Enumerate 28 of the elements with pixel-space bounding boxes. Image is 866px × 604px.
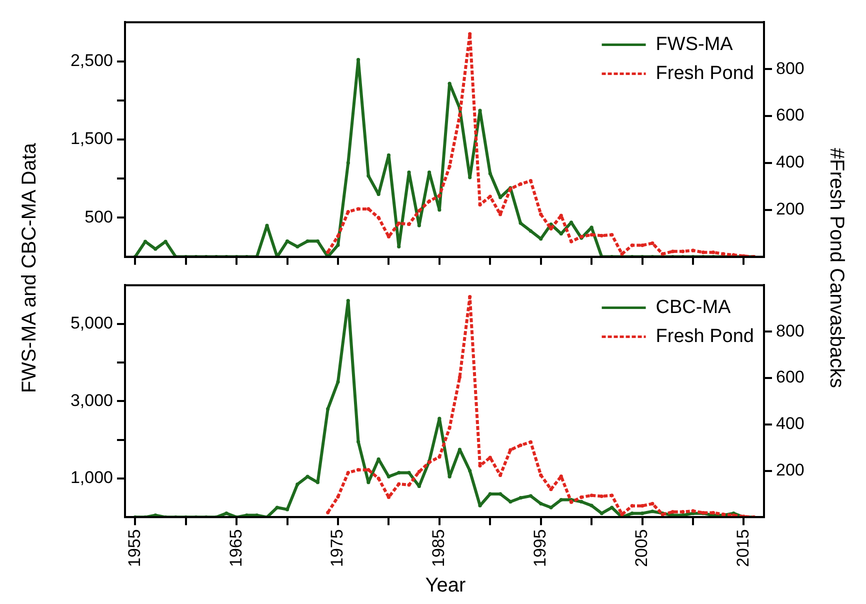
legend-label: Fresh Pond [656, 62, 754, 84]
y-tick-label: 2,500 [70, 50, 113, 70]
x-tick-label: 1985 [429, 529, 448, 568]
y2-tick-label: 800 [776, 58, 804, 78]
y-tick-label: 3,000 [70, 390, 113, 410]
x-tick-label: 2005 [632, 529, 651, 568]
x-tick-label: 1965 [226, 529, 246, 568]
legend-label: CBC-MA [656, 296, 732, 318]
x-tick-label: 1975 [328, 529, 347, 568]
y2-tick-label: 600 [776, 106, 804, 125]
y-tick-label: 1,500 [70, 129, 113, 148]
y2-tick-label: 800 [776, 321, 804, 340]
y2-tick-label: 400 [776, 152, 804, 172]
y2-tick-label: 200 [776, 460, 804, 480]
y2-axis-title: #Fresh Pond Canvasbacks [824, 148, 848, 388]
x-tick-label: 1955 [124, 529, 144, 568]
legend-label: FWS-MA [656, 34, 734, 55]
y-tick-label: 500 [84, 207, 113, 226]
y2-tick-label: 200 [776, 200, 804, 219]
y-tick-label: 5,000 [70, 314, 113, 333]
y-axis-title: FWS-MA and CBC-MA Data [18, 142, 42, 394]
x-tick-label: 1995 [530, 529, 550, 568]
y2-tick-label: 400 [776, 414, 804, 434]
x-tick-label: 2015 [733, 529, 752, 568]
legend-label: Fresh Pond [656, 326, 754, 347]
y2-tick-label: 600 [776, 368, 804, 387]
x-axis-title: Year [425, 574, 466, 598]
y-tick-label: 1,000 [70, 468, 113, 488]
